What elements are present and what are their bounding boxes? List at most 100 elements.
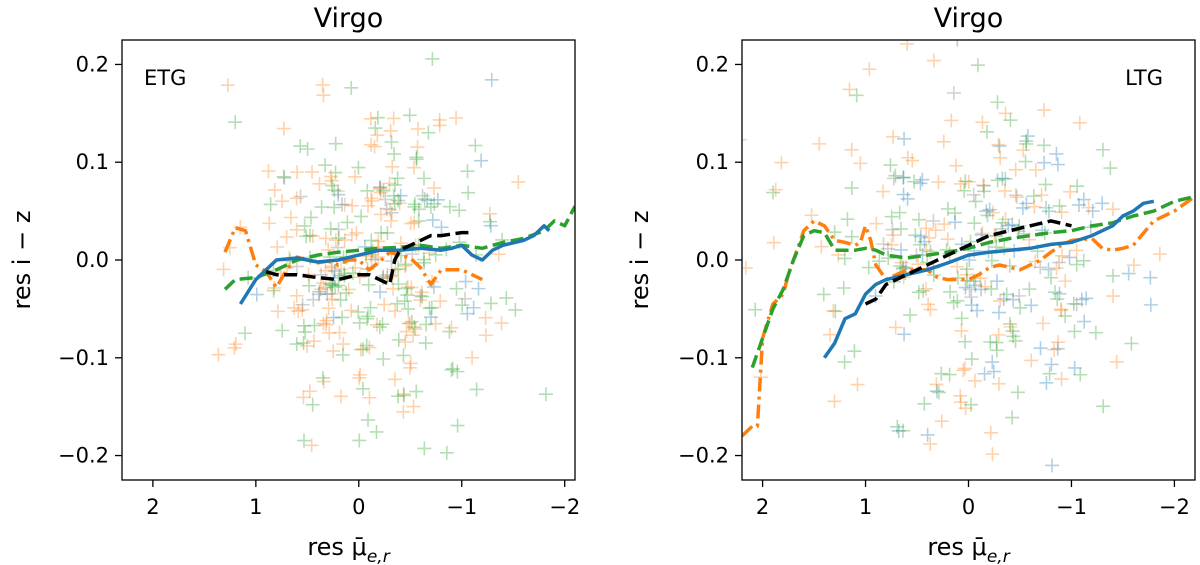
scatter-point — [388, 262, 403, 277]
scatter-point — [944, 113, 959, 128]
x-tick-label: −1 — [1056, 495, 1087, 519]
x-tick-label: 2 — [146, 495, 159, 519]
scatter-point — [323, 221, 338, 236]
scatter-point — [401, 301, 416, 316]
scatter-point — [345, 265, 360, 280]
scatter-point — [1085, 204, 1100, 219]
scatter-point — [452, 203, 467, 218]
scatter-point — [893, 242, 908, 257]
scatter-point — [458, 291, 473, 306]
scatter-point — [1121, 266, 1136, 281]
scatter-point — [1008, 162, 1023, 177]
scatter-point — [407, 199, 422, 214]
scatter-point — [324, 173, 339, 188]
scatter-point — [398, 335, 413, 350]
scatter-point — [295, 297, 310, 312]
scatter-point — [1015, 200, 1030, 215]
scatter-point — [1076, 192, 1091, 207]
scatter-point — [361, 309, 376, 324]
scatter-point — [1036, 316, 1051, 331]
scatter-point — [415, 289, 430, 304]
scatter-point — [399, 324, 414, 339]
scatter-point — [391, 193, 406, 208]
scatter-point — [363, 111, 378, 126]
scatter-point — [891, 423, 906, 438]
scatter-point — [742, 138, 747, 141]
y-tick-label: 0.0 — [696, 248, 729, 272]
scatter-point — [237, 326, 252, 341]
scatter-point — [211, 347, 226, 362]
scatter-point — [1143, 297, 1158, 312]
scatter-point — [876, 184, 891, 199]
scatter-point — [315, 77, 330, 92]
scatter-point — [290, 165, 305, 180]
scatter-point — [442, 199, 457, 214]
scatter-point — [1033, 260, 1048, 275]
scatter-point — [461, 185, 476, 200]
scatter-point — [348, 260, 363, 275]
scatter-point — [923, 244, 938, 259]
scatter-point — [957, 183, 972, 198]
scatter-point — [926, 53, 941, 68]
scatter-point — [991, 305, 1006, 320]
scatter-point — [391, 261, 406, 276]
scatter-point — [371, 250, 386, 265]
scatter-point — [425, 51, 440, 66]
scatter-point — [1037, 103, 1052, 118]
scatter-point — [1012, 288, 1027, 303]
scatter-point — [1005, 324, 1020, 339]
scatter-point — [1013, 300, 1028, 315]
scatter-point — [474, 153, 489, 168]
series-line-dashed — [864, 219, 1072, 306]
scatter-point — [402, 360, 417, 375]
scatter-point — [414, 488, 428, 502]
panel-1: 2 1 0 −1 −2 −0.2 −0.1 0.0 0.1 0.2 Virgo ETG res μ̄e,… — [8, 3, 580, 565]
scatter-point — [299, 229, 314, 244]
scatter-point — [923, 302, 938, 317]
x-tick-label: −1 — [446, 495, 477, 519]
scatter-point — [996, 292, 1011, 307]
scatter-point — [423, 310, 438, 325]
scatter-point — [943, 284, 958, 299]
scatter-point — [742, 499, 756, 513]
scatter-point — [804, 208, 819, 223]
scatter-point — [907, 174, 922, 189]
scatter-point — [445, 361, 460, 376]
x-axis-label: res μ̄e,r — [927, 533, 1010, 565]
scatter-point — [1077, 314, 1092, 329]
scatter-point — [322, 325, 337, 340]
scatter-point — [1053, 302, 1068, 317]
scatter-point — [383, 123, 398, 138]
scatter-point — [411, 202, 426, 217]
scatter-point — [439, 445, 454, 460]
scatter-point — [956, 363, 971, 378]
scatter-point — [398, 258, 412, 273]
scatter-point — [444, 320, 459, 335]
scatter-point — [499, 290, 514, 305]
scatter-point — [918, 281, 933, 296]
scatter-point — [420, 193, 435, 208]
scatter-point — [919, 221, 934, 236]
scatter-point — [983, 335, 998, 350]
scatter-point — [373, 185, 388, 200]
scatter-point — [946, 85, 961, 100]
scatter-point — [328, 165, 343, 180]
scatter-point — [363, 300, 378, 315]
scatter-point — [982, 202, 997, 217]
scatter-point — [296, 433, 311, 448]
scatter-point — [315, 370, 330, 385]
scatter-point — [432, 118, 447, 133]
scatter-point — [409, 384, 424, 399]
scatter-point — [1044, 357, 1059, 372]
scatter-point — [827, 225, 842, 240]
y-axis-label: res i − z — [8, 211, 36, 310]
scatter-point — [391, 277, 406, 292]
scatter-point — [305, 229, 320, 244]
y-tick-label: −0.1 — [678, 346, 729, 370]
scatter-point — [396, 348, 411, 363]
scatter-point — [989, 343, 1004, 358]
scatter-point — [1070, 179, 1085, 194]
scatter-point — [964, 290, 979, 305]
scatter-point — [1041, 262, 1056, 277]
scatter-point — [455, 298, 470, 313]
